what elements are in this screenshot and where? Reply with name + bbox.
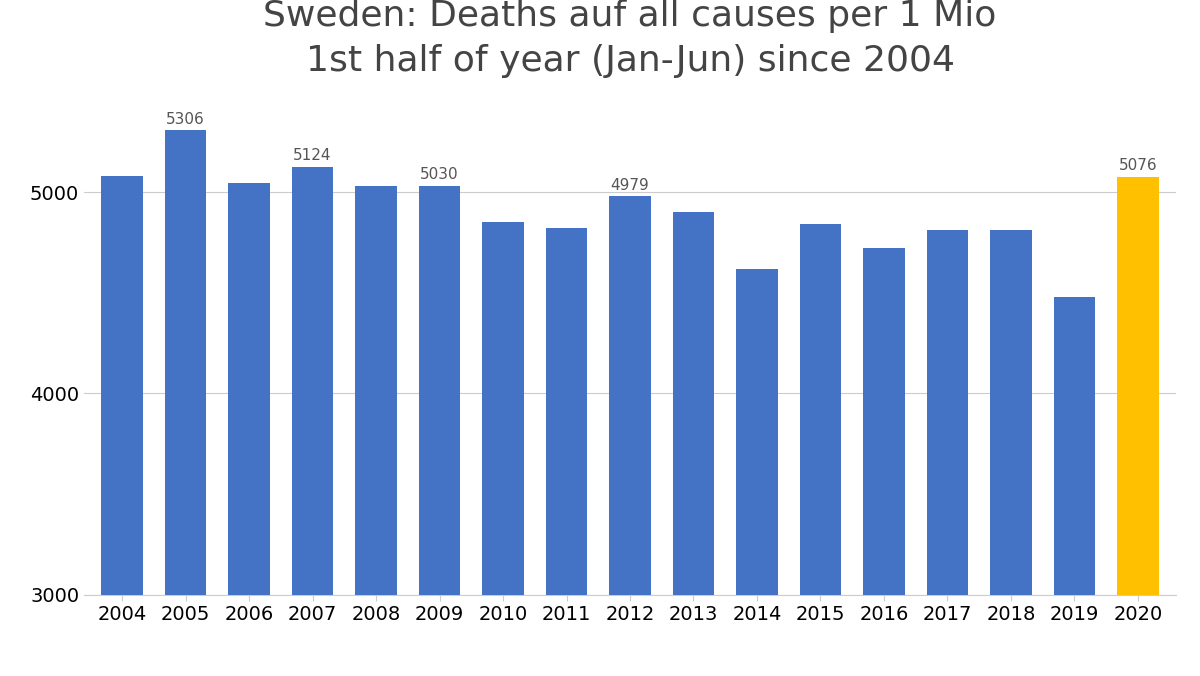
- Text: 5124: 5124: [293, 149, 332, 164]
- Text: 5030: 5030: [420, 168, 458, 183]
- Text: 4979: 4979: [611, 178, 649, 193]
- Bar: [863, 249, 905, 595]
- Bar: [1054, 297, 1096, 595]
- Bar: [355, 186, 397, 595]
- Bar: [419, 186, 460, 595]
- Text: 5076: 5076: [1118, 158, 1157, 173]
- Bar: [482, 222, 523, 595]
- Bar: [610, 196, 650, 595]
- Bar: [800, 224, 841, 595]
- Bar: [990, 231, 1032, 595]
- Title: Sweden: Deaths auf all causes per 1 Mio
1st half of year (Jan-Jun) since 2004: Sweden: Deaths auf all causes per 1 Mio …: [263, 0, 997, 78]
- Bar: [164, 130, 206, 595]
- Bar: [926, 231, 968, 595]
- Bar: [102, 176, 143, 595]
- Bar: [1117, 176, 1158, 595]
- Bar: [737, 268, 778, 595]
- Bar: [673, 212, 714, 595]
- Bar: [228, 183, 270, 595]
- Text: 5306: 5306: [167, 112, 205, 127]
- Bar: [546, 228, 587, 595]
- Bar: [292, 167, 334, 595]
